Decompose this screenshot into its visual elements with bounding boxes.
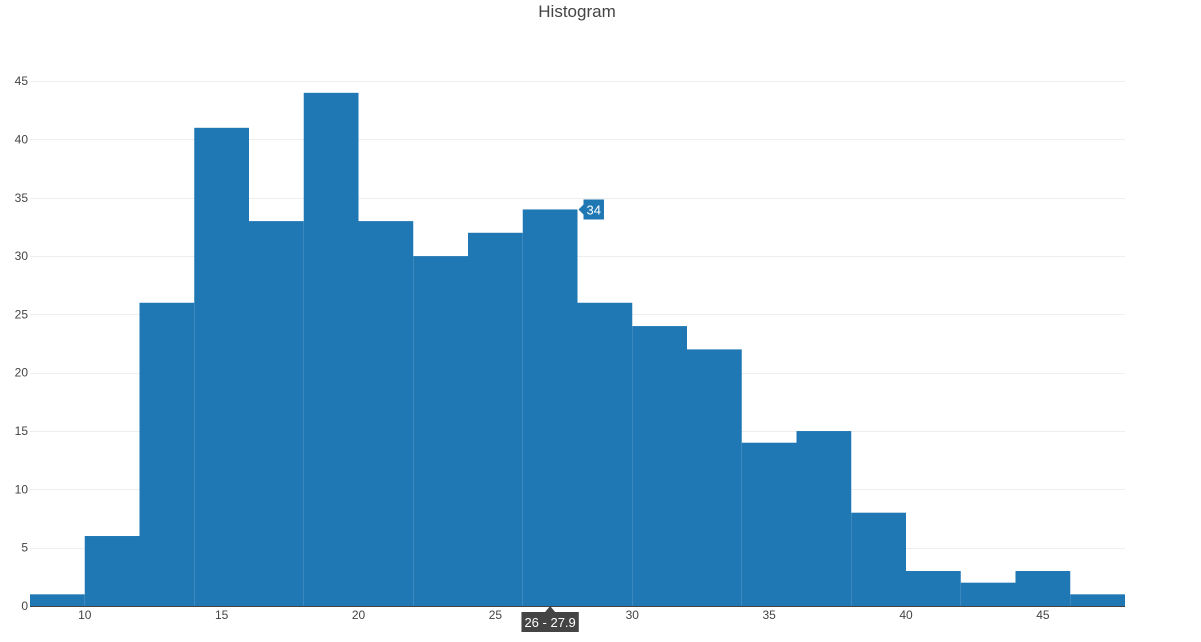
histogram-bar[interactable] [358,221,414,606]
histogram-bar[interactable] [577,302,633,606]
histogram-bar[interactable] [413,256,468,606]
hover-range-box [521,606,579,632]
histogram-bar[interactable] [1015,571,1071,606]
x-tick-label: 40 [899,608,913,622]
y-tick-label: 5 [21,541,28,555]
y-tick-label: 45 [15,74,29,88]
y-tick-label: 20 [15,366,29,380]
histogram-bars[interactable] [30,92,1125,607]
histogram-bar[interactable] [851,512,906,606]
chart-title: Histogram [538,2,615,21]
y-tick-label: 40 [15,132,29,146]
histogram-bar[interactable] [741,442,797,606]
histogram-bar[interactable] [303,92,359,607]
y-tick-label: 0 [21,599,28,613]
histogram-bar[interactable] [960,582,1016,606]
y-tick-label: 35 [15,191,29,205]
hover-value-label: 34 [587,202,601,217]
y-tick-label: 15 [15,424,29,438]
histogram-bar[interactable] [84,536,140,606]
hover-labels: 34 26 - 27.9 [521,199,604,632]
histogram-bar[interactable] [1070,594,1125,606]
x-tick-label: 10 [78,608,92,622]
y-tick-label: 30 [15,249,29,263]
histogram-bar[interactable] [632,326,687,606]
x-tick-label: 20 [352,608,366,622]
histogram-bar[interactable] [906,571,961,606]
x-tick-label: 30 [626,608,640,622]
x-tick-label: 35 [762,608,776,622]
x-tick-label: 25 [489,608,503,622]
histogram-bar[interactable] [522,209,578,606]
histogram-bar[interactable] [139,302,195,606]
histogram-bar[interactable] [194,127,249,607]
y-tick-label: 10 [15,482,29,496]
histogram-bar[interactable] [468,232,523,607]
x-tick-label: 45 [1036,608,1050,622]
hover-value-box [578,199,604,220]
y-tick-labels: 0 5 10 15 20 25 30 35 40 45 [15,74,29,613]
hover-range-label: 26 - 27.9 [524,615,575,630]
x-tick-labels: 10 15 20 25 30 35 40 45 [78,608,1050,622]
histogram-bar[interactable] [249,221,304,606]
histogram-bar[interactable] [796,431,852,606]
y-tick-label: 25 [15,307,29,321]
x-tick-label: 15 [215,608,229,622]
histogram-bar[interactable] [687,349,742,606]
histogram-bar[interactable] [30,594,85,606]
